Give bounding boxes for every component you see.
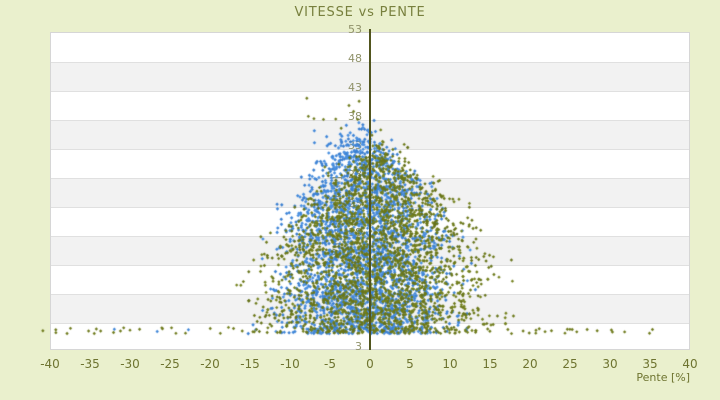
- chart-title: VITESSE vs PENTE: [294, 5, 426, 20]
- x-tick-label: -10: [280, 357, 300, 371]
- x-tick-label: 5: [406, 357, 414, 371]
- x-tick-label: -25: [160, 357, 180, 371]
- zero-reference-line: [369, 29, 371, 350]
- x-axis-title: Pente [%]: [636, 371, 690, 384]
- x-tick-label: 0: [366, 357, 374, 371]
- x-tick-label: 20: [522, 357, 538, 371]
- x-tick-label: -40: [40, 357, 60, 371]
- x-tick-label: 25: [562, 357, 578, 371]
- x-tick-label: -35: [80, 357, 100, 371]
- x-tick-label: -15: [240, 357, 260, 371]
- x-tick-label: 10: [442, 357, 458, 371]
- scatter-points-canvas: [28, 32, 700, 350]
- x-tick-label: -20: [200, 357, 220, 371]
- x-tick-label: 15: [482, 357, 498, 371]
- x-tick-label: 35: [642, 357, 658, 371]
- x-tick-label: -5: [324, 357, 336, 371]
- x-tick-label: 30: [602, 357, 618, 371]
- x-tick-label: -30: [120, 357, 140, 371]
- x-tick-label: 40: [682, 357, 698, 371]
